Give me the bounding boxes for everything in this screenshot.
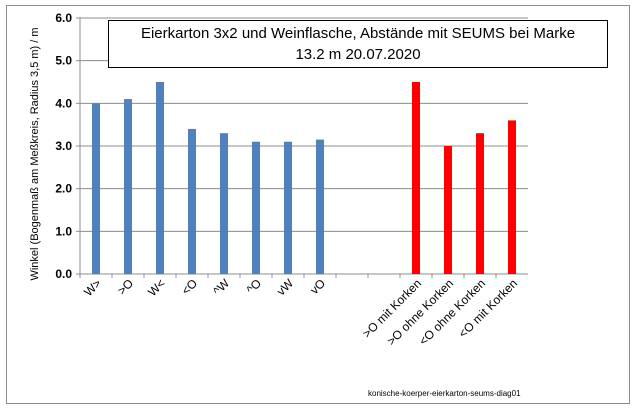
- y-axis-label: Winkel (Bogenmaß am Meßkreis, Radius 3,5…: [29, 27, 41, 280]
- bar-6: [284, 141, 292, 274]
- bar-3: [188, 128, 196, 274]
- y-tick-label-5: 5.0: [55, 54, 72, 68]
- x-tick-label-0: W>: [81, 276, 104, 299]
- x-tick-label-1: >O: [115, 276, 136, 297]
- x-tick-label-6: vW: [274, 276, 297, 299]
- x-tick-label-4: ^W: [210, 276, 232, 298]
- y-tick-label-3: 3.0: [55, 139, 72, 153]
- chart-title-line2: 13.2 m 20.07.2020: [295, 46, 421, 63]
- x-tick-label-7: vO: [307, 276, 328, 297]
- bar-5: [252, 141, 260, 274]
- chart-title-box: Eierkarton 3x2 und Weinflasche, Abstände…: [108, 20, 608, 68]
- y-tick-label-2: 2.0: [55, 182, 72, 196]
- bar-11: [444, 146, 452, 274]
- y-tick-label-1: 1.0: [55, 224, 72, 238]
- y-tick-label-0: 0.0: [55, 267, 72, 281]
- bar-7: [316, 139, 324, 274]
- bar-13: [508, 120, 516, 275]
- x-tick-label-3: <O: [179, 276, 200, 297]
- bar-2: [156, 82, 164, 274]
- bar-0: [92, 103, 100, 274]
- x-tick-label-2: W<: [145, 276, 168, 299]
- chart-footnote: konische-koerper-eierkarton-seums-diag01: [368, 389, 521, 398]
- bar-1: [124, 99, 132, 274]
- y-tick-label-6: 6.0: [55, 11, 72, 25]
- y-tick-label-4: 4.0: [55, 96, 72, 110]
- x-tick-label-5: ^O: [244, 276, 264, 296]
- bar-12: [476, 133, 484, 274]
- bar-10: [412, 82, 420, 274]
- bar-4: [220, 133, 228, 274]
- chart-title-line1: Eierkarton 3x2 und Weinflasche, Abstände…: [140, 25, 576, 42]
